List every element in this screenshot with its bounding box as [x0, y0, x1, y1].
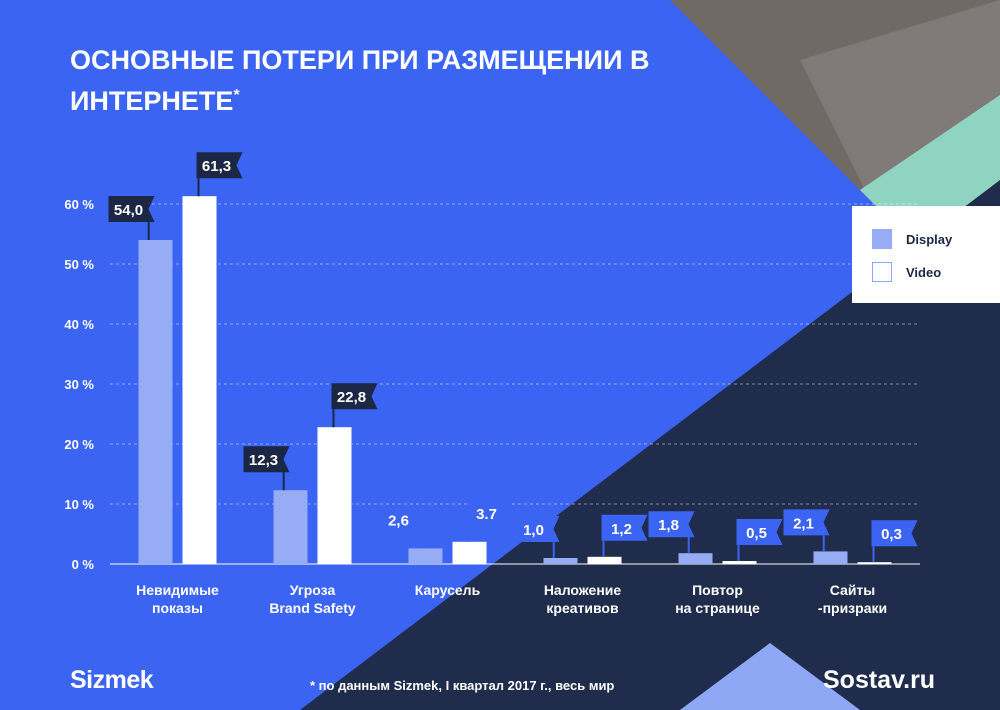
- x-category-label-line: Невидимые: [136, 582, 219, 598]
- x-category-label: Повтор на странице: [675, 582, 760, 616]
- data-label: 54,0: [114, 202, 143, 219]
- data-label: 1,2: [611, 521, 632, 538]
- x-category-label: Наложение креативов: [544, 582, 622, 616]
- data-label-tag: [196, 152, 243, 179]
- y-tick-label: 50 %: [64, 257, 94, 272]
- x-category-label: Сайты -призраки: [818, 582, 887, 616]
- legend-item-display: Display: [872, 229, 952, 249]
- x-category-label-line: Угроза: [290, 582, 336, 598]
- navy-triangle: [300, 180, 1000, 710]
- bar-video: [317, 427, 352, 564]
- data-label-tag: [783, 509, 830, 536]
- data-label: 12,3: [249, 452, 278, 469]
- bar-video: [722, 561, 757, 564]
- bar-video: [452, 541, 487, 564]
- x-category-label-line: Наложение: [544, 582, 622, 598]
- x-category-label-line: на странице: [675, 600, 760, 616]
- legend: Display Video: [852, 206, 1000, 303]
- sostav-logo: Sostav.ru: [823, 666, 936, 694]
- y-tick-label: 10 %: [64, 497, 94, 512]
- y-tick-label: 20 %: [64, 437, 94, 452]
- bar-display: [138, 240, 173, 564]
- y-tick-label: 40 %: [64, 317, 94, 332]
- data-label-tag: [378, 506, 425, 533]
- y-tick-label: 30 %: [64, 377, 94, 392]
- data-label-tag: [331, 383, 378, 410]
- legend-item-video: Video: [872, 262, 941, 282]
- data-label: 2,6: [388, 512, 409, 529]
- bar-display: [813, 551, 848, 564]
- data-label-tag: [871, 520, 918, 547]
- bar-display: [408, 548, 443, 564]
- footnote: * по данным Sizmek, I квартал 2017 г., в…: [310, 678, 615, 693]
- data-label: 61,3: [202, 158, 231, 175]
- x-category-label: Карусель: [415, 582, 481, 598]
- data-label-tag: [601, 514, 648, 541]
- x-category-label-line: Карусель: [415, 582, 481, 598]
- y-tick-label: 0 %: [72, 557, 95, 572]
- x-category-label-line: -призраки: [818, 600, 887, 616]
- legend-swatch-display: [872, 229, 892, 249]
- sizmek-logo: Sizmek: [70, 666, 154, 694]
- y-tick-label: 60 %: [64, 197, 94, 212]
- x-category-label-line: Сайты: [830, 582, 876, 598]
- bar-display: [543, 558, 578, 564]
- x-category-label-line: показы: [152, 600, 203, 616]
- bar-video: [857, 562, 892, 564]
- legend-label-display: Display: [906, 231, 953, 247]
- legend-label-video: Video: [906, 264, 942, 280]
- data-label: 1,8: [658, 517, 679, 534]
- bar-display: [273, 490, 308, 564]
- x-category-label: Невидимые показы: [136, 582, 219, 616]
- data-label: 22,8: [337, 389, 366, 406]
- bar-video: [587, 556, 622, 564]
- x-category-label-line: Brand Safety: [269, 600, 356, 616]
- data-label: 0,5: [746, 525, 767, 542]
- data-label-tag: [108, 196, 155, 222]
- light-blue-triangle: [680, 643, 860, 710]
- data-label: 2,1: [793, 515, 814, 532]
- data-label-tag: [736, 519, 783, 545]
- bar-video: [182, 196, 217, 564]
- data-label-tag: [466, 499, 513, 526]
- data-label-tag: [648, 511, 695, 538]
- data-label-tag: [513, 516, 560, 542]
- chart-title: ОСНОВНЫЕ ПОТЕРИ ПРИ РАЗМЕЩЕНИИ В ИНТЕРНЕ…: [70, 45, 650, 116]
- data-label: 1,0: [523, 522, 544, 539]
- legend-swatch-video: [872, 262, 892, 282]
- x-category-label: Угроза Brand Safety: [269, 582, 356, 616]
- data-label: 3.7: [476, 506, 497, 523]
- x-category-label-line: Повтор: [692, 582, 743, 598]
- bar-display: [678, 553, 713, 564]
- x-category-label-line: креативов: [546, 600, 619, 616]
- data-label: 0,3: [881, 526, 902, 543]
- data-label-tag: [243, 446, 290, 473]
